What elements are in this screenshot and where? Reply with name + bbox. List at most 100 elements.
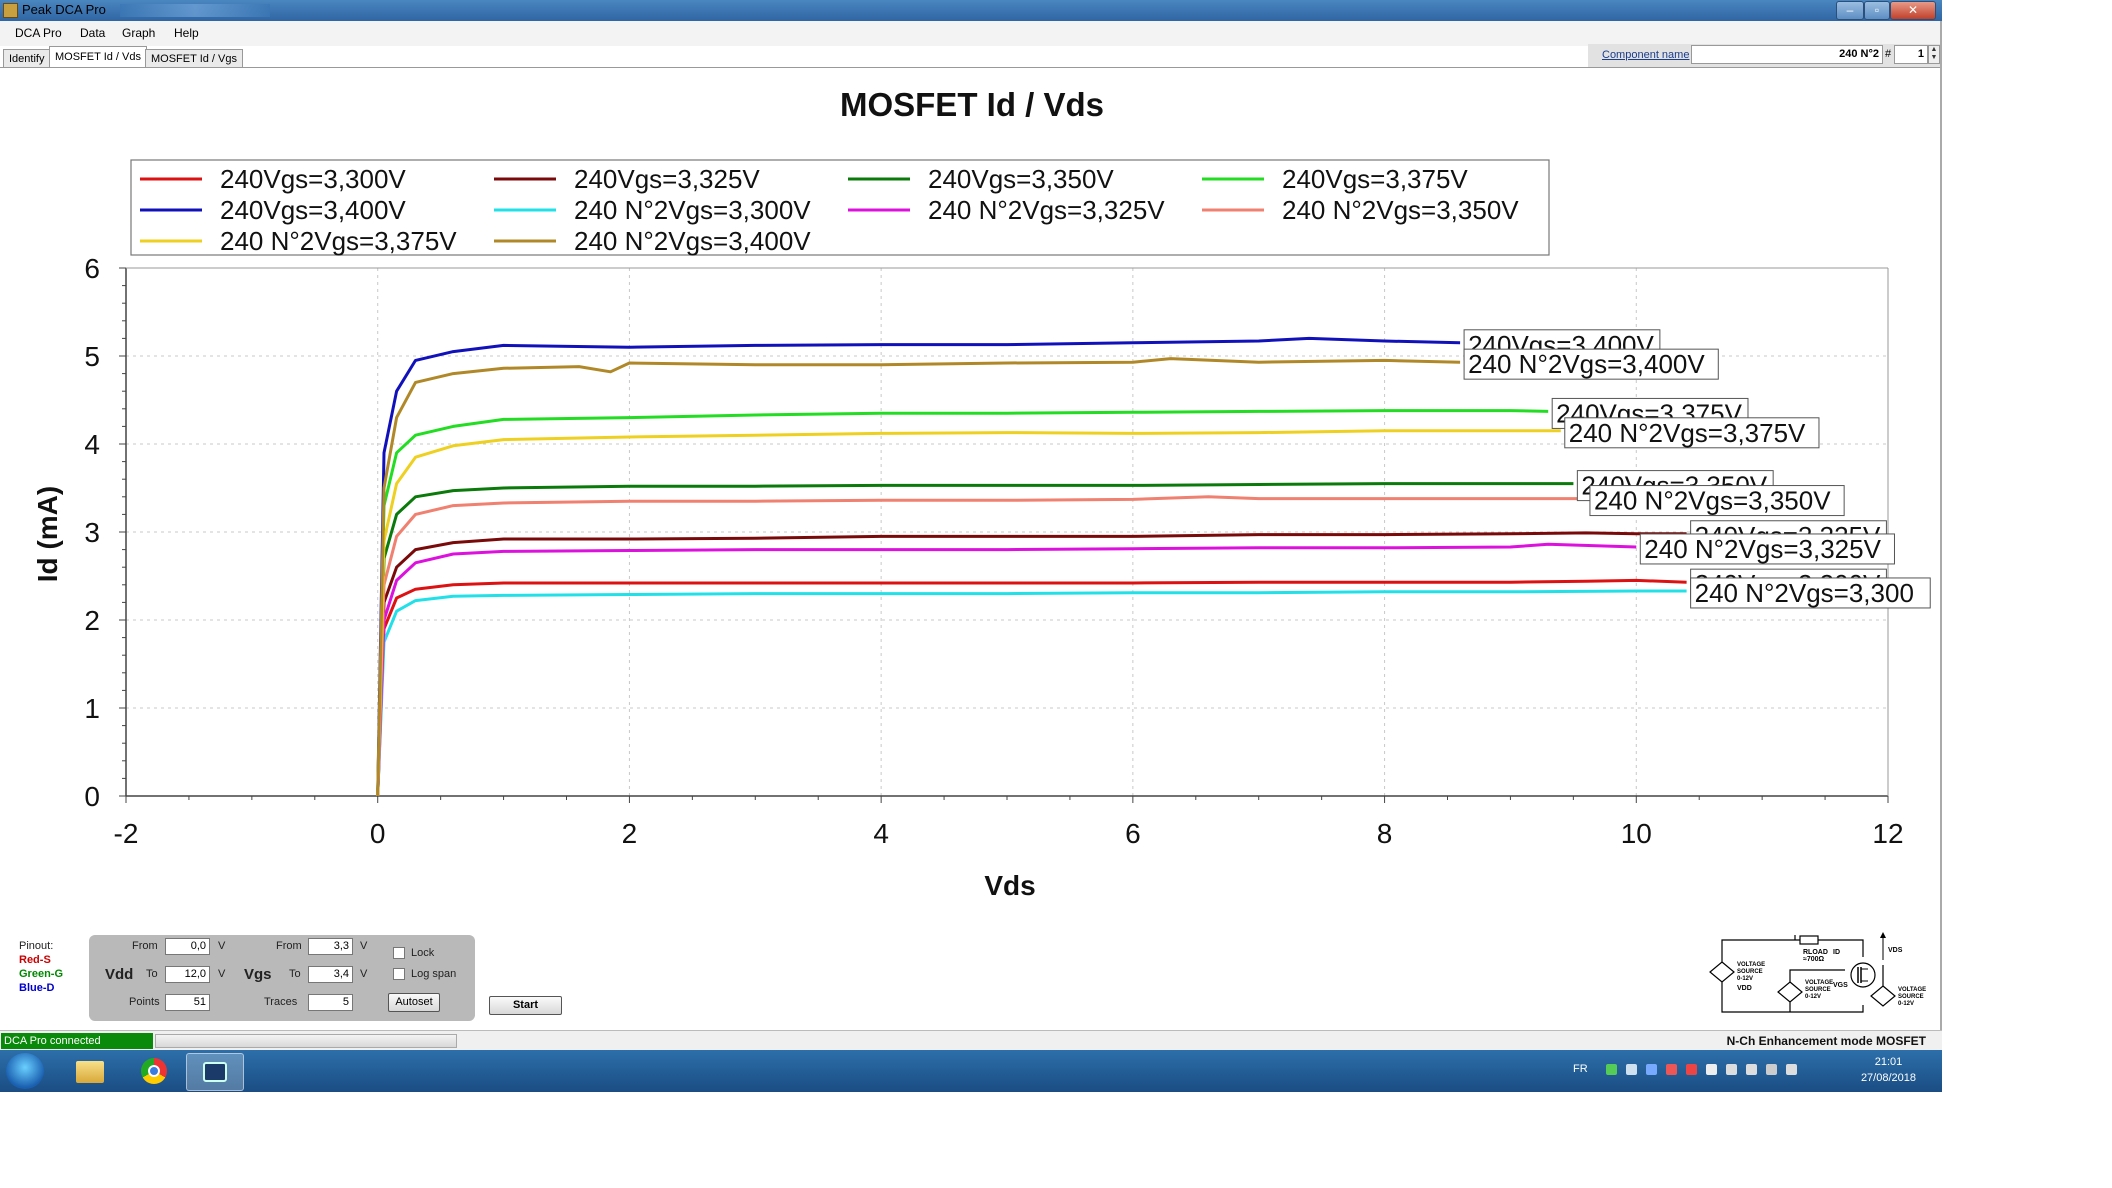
source2-line3: 0-12V <box>1805 994 1821 1000</box>
mosfet-schematic-diagram: RLOAD ≈700Ω ID VDS VGS VDD VOLTAGE SOURC… <box>1709 932 1926 1013</box>
vgs-schematic-label: VGS <box>1833 982 1848 989</box>
end-label-box <box>1589 485 1845 517</box>
window-title: Peak DCA Pro <box>22 2 106 17</box>
points-input[interactable]: 51 <box>165 994 210 1011</box>
menu-dca-pro[interactable]: DCA Pro <box>15 26 62 40</box>
id-label: ID <box>1833 949 1840 956</box>
vdd-from-unit: V <box>218 940 226 952</box>
chart-title: MOSFET Id / Vds <box>840 86 1104 123</box>
end-label-box <box>1639 533 1895 565</box>
traces-label: Traces <box>264 996 298 1008</box>
app-icon <box>3 3 18 18</box>
log-span-checkbox[interactable] <box>393 968 405 980</box>
file-explorer-icon[interactable] <box>62 1053 118 1089</box>
tab-mosfet-id-vds[interactable]: MOSFET Id / Vds <box>49 46 147 67</box>
source3-line3: 0-12V <box>1898 1001 1914 1007</box>
component-name-panel: Component name 240 N°2 # 1 ▲ ▼ <box>1588 44 1942 68</box>
source1-line2: SOURCE <box>1737 969 1763 975</box>
menu-graph[interactable]: Graph <box>122 26 156 40</box>
maximize-button[interactable]: ▫ <box>1864 1 1890 20</box>
tab-strip: Identify MOSFET Id / Vds MOSFET Id / Vgs <box>0 46 1942 69</box>
vdd-to-unit: V <box>218 968 226 980</box>
series-line <box>376 336 1461 797</box>
tab-identify[interactable]: Identify <box>3 49 51 67</box>
source3-line1: VOLTAGE <box>1898 987 1926 993</box>
network-icon[interactable] <box>1626 1064 1637 1075</box>
end-label-text: 240 N°2Vgs=3,400V <box>1468 349 1705 379</box>
y-tick-label: 3 <box>84 517 100 548</box>
vdd-to-label: To <box>146 968 158 980</box>
x-tick-label: 4 <box>873 818 889 849</box>
points-label: Points <box>129 996 160 1008</box>
y-tick-label: 4 <box>84 429 100 460</box>
tray-app-icon[interactable] <box>1646 1064 1657 1075</box>
wifi-icon[interactable] <box>1766 1064 1777 1075</box>
start-button[interactable]: Start <box>489 996 562 1015</box>
menu-help[interactable]: Help <box>174 26 199 40</box>
menu-data[interactable]: Data <box>80 26 106 40</box>
component-name-label[interactable]: Component name <box>1602 49 1690 61</box>
title-bar: Peak DCA Pro – ▫ ✕ <box>0 0 1942 21</box>
vgs-to-input[interactable]: 3,4 <box>308 966 353 983</box>
language-indicator[interactable]: FR <box>1573 1063 1588 1075</box>
vdd-to-input[interactable]: 12,0 <box>165 966 210 983</box>
component-number-input[interactable]: 1 <box>1894 45 1928 64</box>
vgs-from-input[interactable]: 3,3 <box>308 938 353 955</box>
y-axis-label: Id (mA) <box>32 486 63 582</box>
source1-line3: 0-12V <box>1737 976 1753 982</box>
close-button[interactable]: ✕ <box>1890 1 1936 20</box>
pinout-title: Pinout: <box>19 940 54 952</box>
connection-status: DCA Pro connected <box>1 1033 153 1049</box>
y-tick-label: 0 <box>84 781 100 812</box>
rload-label: RLOAD <box>1803 949 1828 956</box>
component-number-stepper[interactable]: ▲ ▼ <box>1928 45 1940 64</box>
component-name-input[interactable]: 240 N°2 <box>1691 45 1883 64</box>
source3-line2: SOURCE <box>1898 994 1924 1000</box>
series-end-label: 240 N°2Vgs=3,400V <box>1463 348 1719 380</box>
title-bar-highlight <box>120 4 270 17</box>
legend-label: 240 N°2Vgs=3,375V <box>220 226 457 256</box>
chrome-icon[interactable] <box>126 1053 182 1089</box>
clock[interactable]: 21:01 27/08/2018 <box>1861 1054 1916 1086</box>
vdd-from-input[interactable]: 0,0 <box>165 938 210 955</box>
menu-bar: DCA Pro Data Graph Help Component name 2… <box>0 21 1942 68</box>
legend-label: 240 N°2Vgs=3,400V <box>574 226 811 256</box>
arrow-icon[interactable] <box>1686 1064 1697 1075</box>
autoset-button[interactable]: Autoset <box>388 993 440 1012</box>
end-label-box <box>1564 417 1820 449</box>
device-icon[interactable] <box>1706 1064 1717 1075</box>
pinout-blue-d: Blue-D <box>19 982 55 994</box>
end-label-box <box>1690 577 1931 609</box>
end-label-text: 240 N°2Vgs=3,350V <box>1594 486 1831 516</box>
pinout-red-s: Red-S <box>19 954 51 966</box>
security-icon[interactable] <box>1666 1064 1677 1075</box>
peak-dca-taskbar-icon[interactable] <box>186 1053 244 1091</box>
vgs-from-unit: V <box>360 940 368 952</box>
series-line <box>376 495 1586 797</box>
legend-label: 240Vgs=3,400V <box>220 195 406 225</box>
tab-mosfet-id-vgs[interactable]: MOSFET Id / Vgs <box>145 49 243 67</box>
flag-icon[interactable] <box>1746 1064 1757 1075</box>
usb-icon[interactable] <box>1726 1064 1737 1075</box>
series-line <box>376 409 1549 797</box>
start-button-icon[interactable] <box>6 1053 44 1089</box>
pinout-green-g: Green-G <box>19 968 64 980</box>
chart-area: MOSFET Id / Vds 240Vgs=3,300V 240Vgs=3,32… <box>32 86 1931 901</box>
lock-checkbox[interactable] <box>393 947 405 959</box>
minimize-button[interactable]: – <box>1836 1 1864 20</box>
vgs-to-label: To <box>289 968 301 980</box>
series-end-label: 240 N°2Vgs=3,375V <box>1564 417 1820 449</box>
legend-box <box>130 159 1550 256</box>
x-tick-label: 6 <box>1125 818 1141 849</box>
legend-label: 240 N°2Vgs=3,350V <box>1282 195 1519 225</box>
signal-icon[interactable] <box>1606 1064 1617 1075</box>
clock-date: 27/08/2018 <box>1860 1072 1916 1084</box>
tab-divider <box>0 67 1942 68</box>
taskbar: FR 21:01 27/08/2018 <box>0 1050 1942 1092</box>
volume-icon[interactable] <box>1786 1064 1797 1075</box>
traces-input[interactable]: 5 <box>308 994 353 1011</box>
series-line <box>376 531 1687 797</box>
legend-label: 240Vgs=3,375V <box>1282 164 1468 194</box>
x-tick-label: 12 <box>1872 818 1903 849</box>
